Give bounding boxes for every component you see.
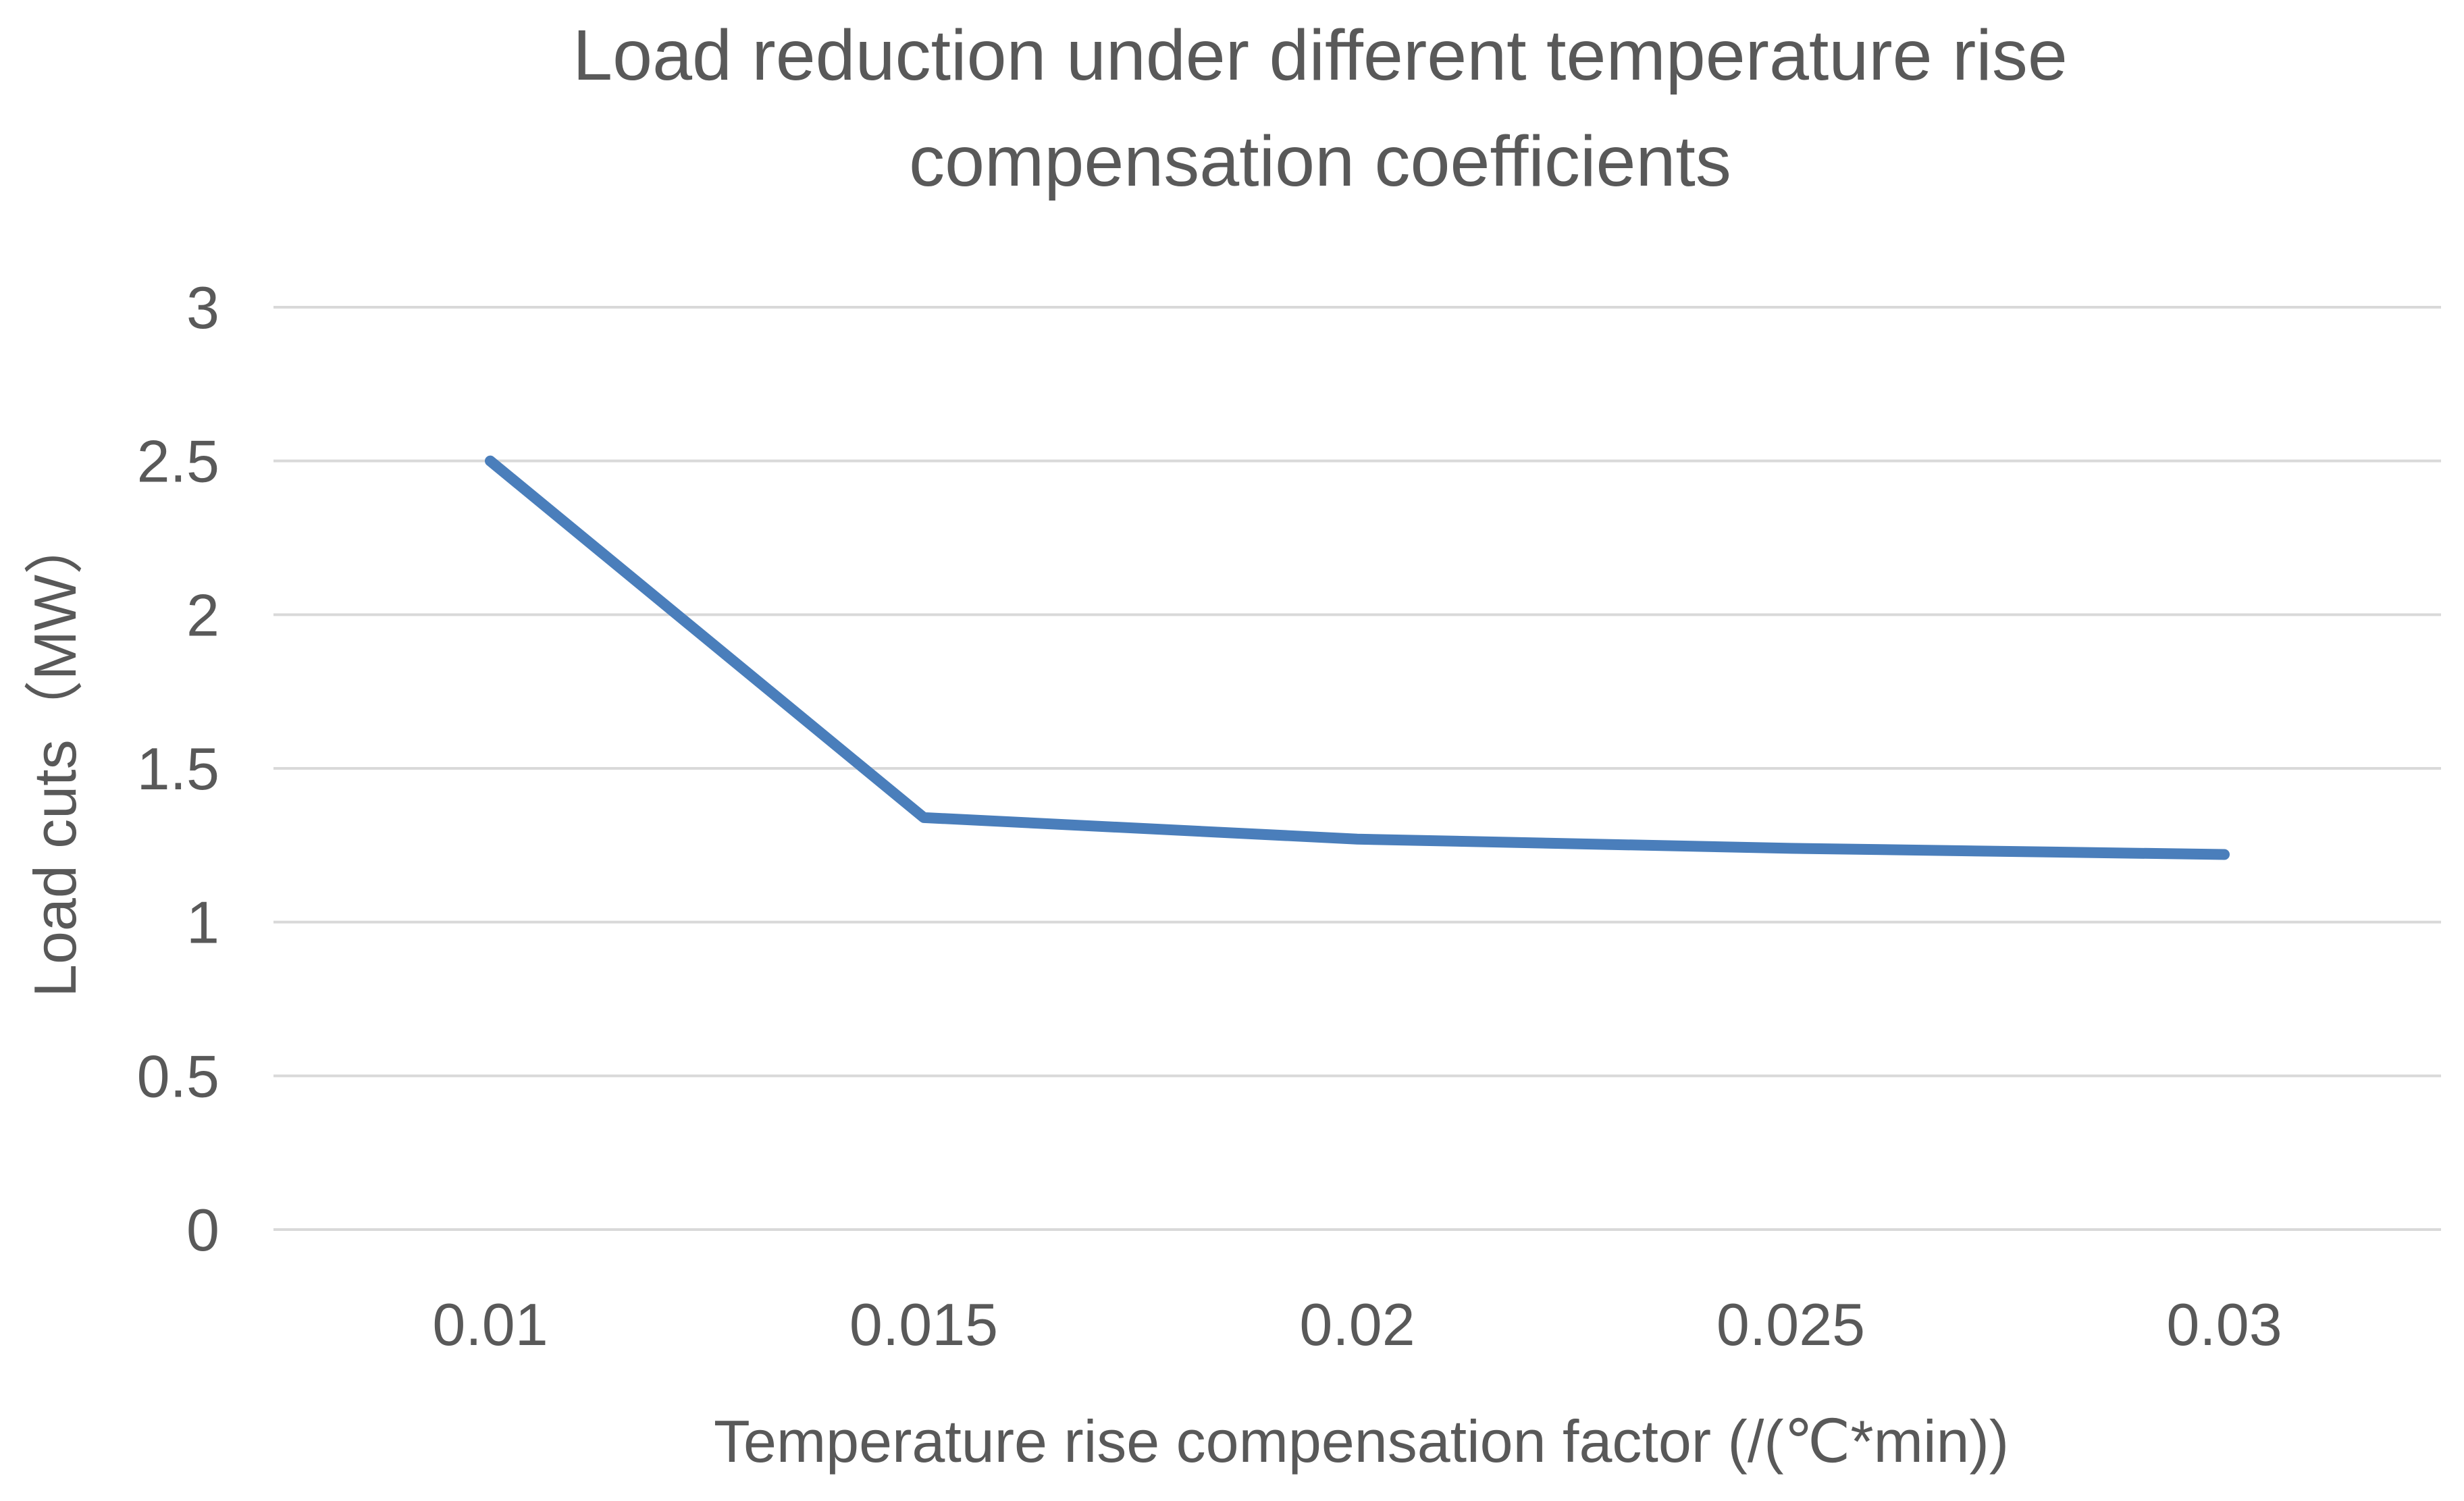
- y-tick-label: 0: [186, 1196, 219, 1263]
- chart-title-line-2: compensation coefficients: [909, 122, 1731, 201]
- y-tick-label: 1.5: [137, 735, 219, 802]
- x-tick-label: 0.01: [432, 1291, 548, 1358]
- x-tick-label: 0.015: [849, 1291, 998, 1358]
- x-tick-label: 0.02: [1299, 1291, 1415, 1358]
- series-line: [485, 455, 2230, 860]
- y-axis-title: Load cuts（MW）: [22, 515, 88, 997]
- series-layer: [485, 455, 2230, 860]
- x-tick-label: 0.025: [1716, 1291, 1865, 1358]
- y-tick-label: 1: [186, 889, 219, 956]
- y-axis-tick-labels: 0 0.5 1 1.5 2 2.5 3: [137, 274, 219, 1263]
- chart-title: Load reduction under different temperatu…: [573, 16, 2068, 201]
- y-tick-label: 2: [186, 581, 219, 648]
- x-axis-title: Temperature rise compensation factor (/(…: [714, 1408, 2009, 1475]
- x-axis-tick-labels: 0.01 0.015 0.02 0.025 0.03: [432, 1291, 2282, 1358]
- y-tick-label: 2.5: [137, 428, 219, 495]
- chart-title-line-1: Load reduction under different temperatu…: [573, 16, 2068, 95]
- x-tick-label: 0.03: [2166, 1291, 2282, 1358]
- y-tick-label: 0.5: [137, 1043, 219, 1109]
- y-tick-label: 3: [186, 274, 219, 341]
- gridlines: [273, 306, 2441, 1231]
